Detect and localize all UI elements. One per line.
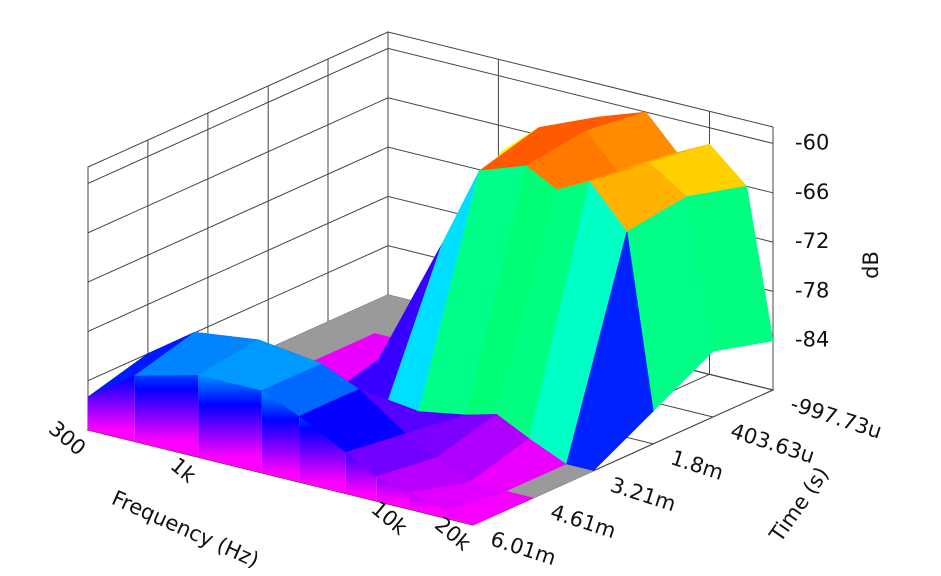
y-tick-label: 3.21m — [607, 473, 678, 517]
z-tick-label: -78 — [795, 278, 829, 302]
z-tick-label: -66 — [795, 180, 829, 204]
z-axis-label: dB — [859, 251, 883, 279]
z-tick-label: -72 — [795, 229, 829, 253]
surface-skirt — [134, 375, 199, 458]
y-tick-label: 4.61m — [548, 500, 619, 544]
y-tick-label: 403.63u — [728, 419, 818, 469]
y-tick-label: 1.8m — [668, 446, 727, 485]
surface-skirt — [446, 510, 473, 525]
surface-skirt — [88, 375, 135, 442]
x-tick-label: 1k — [166, 453, 202, 488]
y-tick-label: -997.73u — [788, 392, 885, 444]
y-axis-label: Time (s) — [764, 463, 833, 548]
y-tick-label: 6.01m — [488, 527, 559, 571]
surface — [87, 111, 774, 526]
surface-skirt — [198, 375, 262, 473]
x-tick-label: 300 — [44, 416, 90, 460]
surface-skirt — [409, 492, 447, 519]
z-tick-label: -60 — [795, 130, 829, 154]
surface-skirt — [376, 476, 410, 510]
x-axis-label: Frequency (Hz) — [108, 486, 262, 572]
surface-skirt — [261, 390, 300, 483]
z-tick-label: -84 — [795, 328, 829, 352]
surface-skirt — [345, 452, 377, 502]
surface-skirt — [299, 416, 346, 494]
